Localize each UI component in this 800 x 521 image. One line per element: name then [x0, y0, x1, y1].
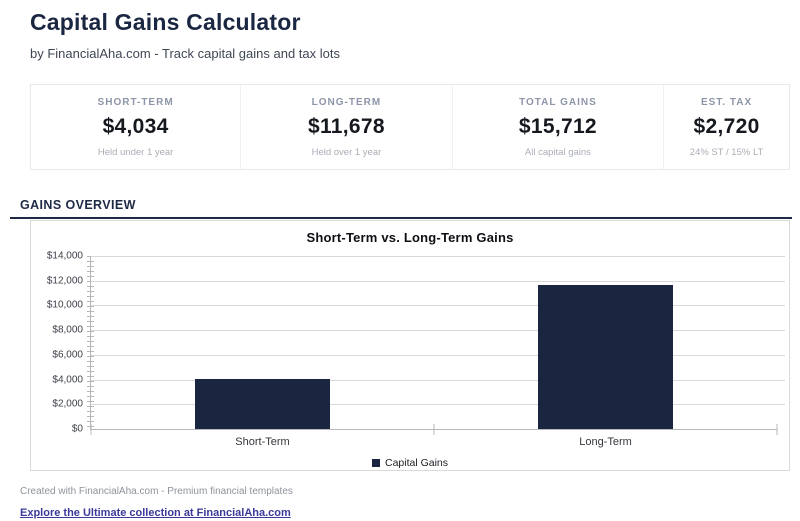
stat-card-total-gains: TOTAL GAINS $15,712 All capital gains	[451, 85, 663, 169]
stat-value: $15,712	[518, 115, 597, 138]
y-axis-tick-label: $8,000	[52, 324, 83, 336]
gridline	[91, 280, 785, 282]
gridline	[91, 354, 785, 356]
x-axis-tick	[90, 424, 92, 435]
chart-legend: Capital Gains	[31, 457, 789, 469]
stat-value: $4,034	[102, 115, 169, 138]
x-axis-tick	[776, 424, 778, 435]
gridline	[91, 379, 785, 381]
y-axis-tick-label: $12,000	[46, 275, 83, 287]
stat-label: SHORT-TERM	[97, 97, 174, 108]
stat-card-short-term: SHORT-TERM $4,034 Held under 1 year	[31, 85, 240, 169]
gridline	[91, 256, 785, 257]
stats-row: SHORT-TERM $4,034 Held under 1 year LONG…	[30, 84, 790, 170]
legend-label: Capital Gains	[384, 457, 449, 469]
stat-value: $11,678	[308, 115, 385, 138]
stat-label: TOTAL GAINS	[519, 97, 597, 108]
bar-long-term	[537, 284, 674, 429]
y-axis-tick-label: $14,000	[46, 250, 83, 262]
legend-swatch	[371, 459, 380, 467]
y-axis-tick-label: $4,000	[52, 374, 83, 386]
x-axis-tick	[433, 424, 435, 435]
x-axis-category-label: Short-Term	[235, 436, 290, 448]
capital-gains-calculator-page: Capital Gains Calculator by FinancialAha…	[0, 9, 800, 519]
page-title: Capital Gains Calculator	[30, 9, 301, 35]
page-subtitle: by FinancialAha.com - Track capital gain…	[30, 46, 340, 61]
stat-card-est-tax: EST. TAX $2,720 24% ST / 15% LT	[663, 85, 789, 169]
stat-card-long-term: LONG-TERM $11,678 Held over 1 year	[240, 85, 451, 169]
stat-label: EST. TAX	[700, 97, 753, 108]
stat-sublabel: All capital gains	[524, 147, 591, 158]
section-divider	[10, 217, 792, 219]
gains-chart-panel: Short-Term vs. Long-Term Gains $0 $2,000 $…	[30, 220, 790, 471]
gridline	[91, 404, 785, 406]
y-axis-tick-label: $10,000	[46, 299, 83, 311]
stat-sublabel: Held over 1 year	[311, 147, 382, 158]
footer-link[interactable]: Explore the Ultimate collection at Finan…	[20, 507, 291, 519]
chart-title: Short-Term vs. Long-Term Gains	[306, 230, 514, 245]
gridline	[91, 305, 785, 307]
gridline	[91, 330, 785, 332]
x-axis-category-label: Long-Term	[579, 436, 632, 448]
y-axis-tick-label: $0	[71, 423, 83, 435]
bar-short-term	[194, 379, 331, 429]
y-axis-tick-label: $2,000	[52, 398, 83, 410]
y-axis-tick-label: $6,000	[52, 349, 83, 361]
stat-label: LONG-TERM	[311, 97, 382, 108]
stat-sublabel: 24% ST / 15% LT	[689, 147, 764, 158]
bar-chart-plot: $0 $2,000 $4,000 $6,000 $8,000 $10,000 $12,000…	[47, 251, 785, 448]
section-heading-gains-overview: GAINS OVERVIEW	[20, 198, 136, 212]
stat-value: $2,720	[693, 115, 760, 138]
stat-sublabel: Held under 1 year	[97, 147, 174, 158]
footer-credit: Created with FinancialAha.com - Premium …	[20, 486, 293, 497]
